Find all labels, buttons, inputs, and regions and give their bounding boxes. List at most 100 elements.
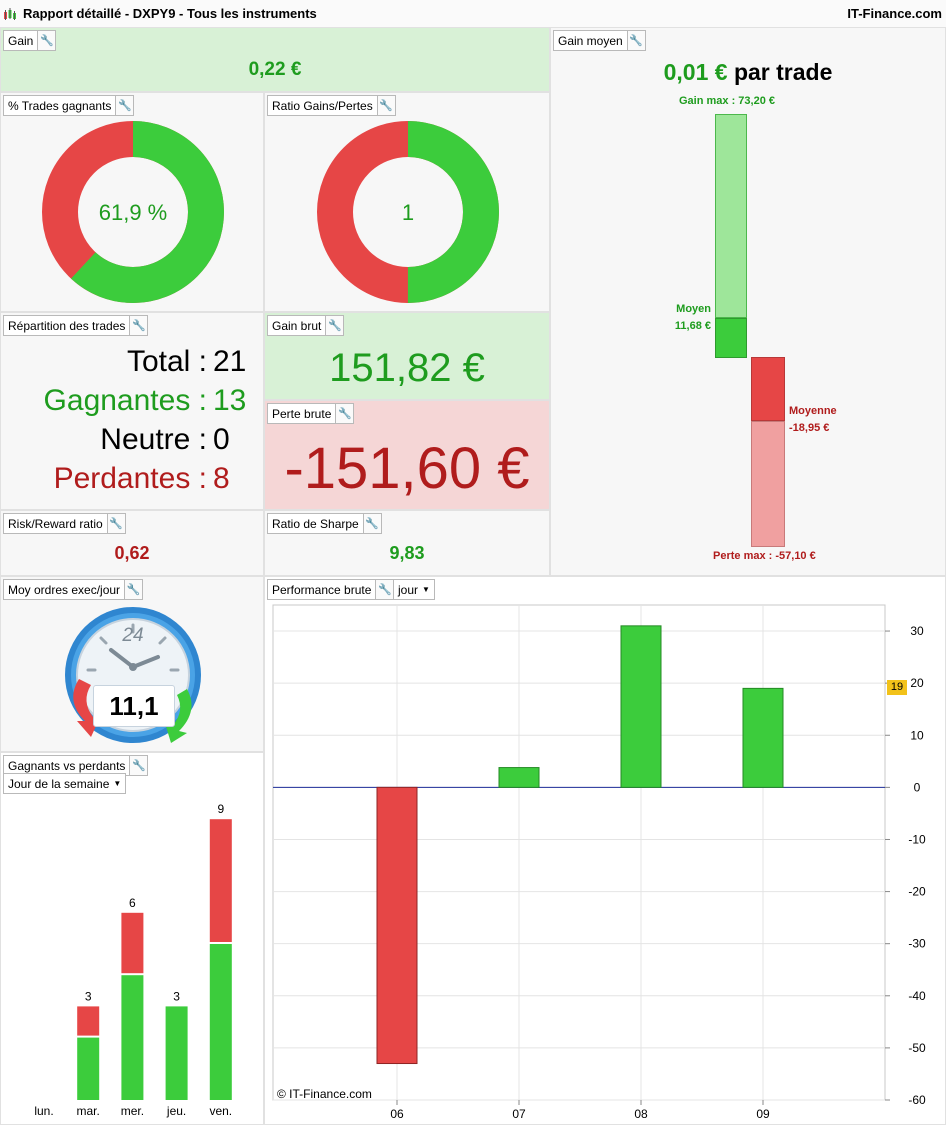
weekday-total-label: 3: [85, 989, 92, 1003]
gain-value: 0,22 €: [248, 59, 302, 80]
sharpe-panel: Ratio de Sharpe 🔧 9,83: [264, 510, 550, 576]
settings-wrench-icon[interactable]: 🔧: [325, 316, 344, 335]
gain-panel-header: Gain 🔧: [3, 30, 57, 51]
risk-reward-value: 0,62: [114, 543, 150, 563]
sharpe-value: 9,83: [389, 543, 425, 563]
gain-max-label: Gain max : 73,20 €: [679, 95, 775, 107]
weekday-filter-dropdown[interactable]: Jour de la semaine ▼: [3, 773, 127, 794]
gain-range-bar: [715, 114, 747, 318]
plot-area: [272, 604, 886, 1101]
settings-wrench-icon[interactable]: 🔧: [37, 31, 56, 50]
moy-ordres-panel-header: Moy ordres exec/jour 🔧: [3, 579, 144, 600]
settings-wrench-icon[interactable]: 🔧: [362, 514, 381, 533]
weekday-label: ven.: [209, 1104, 232, 1118]
clock-number: 24: [122, 625, 144, 646]
perdantes-label: Perdantes :: [53, 462, 207, 495]
y-tick-label: 20: [910, 676, 924, 690]
y-tick-label: -30: [908, 937, 926, 951]
neutre-label: Neutre :: [100, 423, 207, 456]
weekday-loss-bar: [77, 1006, 100, 1036]
moyenne-value: -18,95 €: [789, 422, 830, 434]
weekday-bar-chart: lun. 3 mar. 6 mer. 3 jeu. 9 ven.: [34, 802, 232, 1118]
x-tick-label: 09: [756, 1107, 770, 1121]
window-title: Rapport détaillé - DXPY9 - Tous les inst…: [23, 6, 317, 21]
trades-gagnants-donut: [42, 121, 224, 303]
settings-wrench-icon[interactable]: 🔧: [106, 514, 125, 533]
gain-brut-panel: Gain brut 🔧 151,82 €: [264, 312, 550, 400]
gain-brut-value: 151,82 €: [329, 346, 485, 390]
settings-wrench-icon[interactable]: 🔧: [335, 404, 354, 423]
settings-wrench-icon[interactable]: 🔧: [376, 96, 395, 115]
gain-moyen-panel-header: Gain moyen 🔧: [553, 30, 646, 51]
perte-brute-panel: Perte brute 🔧 -151,60 €: [264, 400, 550, 510]
perf-bar: [376, 786, 418, 1065]
gain-moyen-headline: 0,01 € par trade: [551, 59, 945, 86]
y-tick-label: -10: [908, 832, 926, 846]
brand-label: IT-Finance.com: [847, 6, 942, 21]
moy-ordres-panel: Moy ordres exec/jour 🔧 24 11,1: [0, 576, 264, 752]
y-tick-label: -40: [908, 989, 926, 1003]
weekday-win-bar: [77, 1037, 100, 1100]
settings-wrench-icon[interactable]: 🔧: [129, 756, 148, 775]
settings-wrench-icon[interactable]: 🔧: [375, 580, 394, 599]
settings-wrench-icon[interactable]: 🔧: [124, 580, 143, 599]
trades-gagnants-panel: % Trades gagnants 🔧 61,9 %: [0, 92, 264, 312]
weekday-loss-bar: [209, 819, 232, 942]
gagnantes-label: Gagnantes :: [43, 384, 207, 417]
x-tick-label: 06: [390, 1107, 404, 1121]
y-tick-label: -60: [908, 1093, 926, 1107]
weekday-win-bar: [165, 1006, 188, 1100]
perte-brute-panel-header: Perte brute 🔧: [267, 403, 355, 424]
settings-wrench-icon[interactable]: 🔧: [115, 96, 134, 115]
loss-range-bar: [751, 421, 785, 547]
performance-bar-chart: 30 20 10 0 -10 -20 -30 -40 -50 -60 06 07 08 09: [272, 604, 926, 1121]
ratio-gains-pertes-panel-header: Ratio Gains/Pertes 🔧: [267, 95, 396, 116]
sharpe-title: Ratio de Sharpe: [272, 516, 359, 531]
performance-panel-header: Performance brute 🔧: [267, 579, 395, 600]
gain-average-bar: [715, 318, 747, 358]
chevron-down-icon: ▼: [113, 779, 122, 788]
moy-ordres-value: 11,1: [93, 685, 175, 727]
period-dropdown[interactable]: jour ▼: [393, 579, 435, 600]
donut-win-arc: [42, 121, 224, 303]
perte-brute-title: Perte brute: [272, 406, 332, 421]
y-tick-label: 10: [910, 728, 924, 742]
trades-gagnants-panel-header: % Trades gagnants 🔧: [3, 95, 135, 116]
weekday-label: lun.: [34, 1104, 53, 1118]
gain-brut-panel-header: Gain brut 🔧: [267, 315, 345, 336]
moyenne-label: Moyenne: [789, 405, 837, 417]
total-value: 21: [213, 345, 247, 378]
weekday-win-bar: [209, 944, 232, 1100]
gagnants-vs-perdants-title: Gagnants vs perdants: [8, 758, 126, 773]
weekday-loss-bar: [121, 912, 144, 974]
perf-bar: [498, 767, 540, 788]
risk-reward-title: Risk/Reward ratio: [8, 516, 103, 531]
gain-moyen-suffix: par trade: [727, 59, 833, 85]
moyen-value: 11,68 €: [674, 320, 711, 332]
ratio-gains-pertes-title: Ratio Gains/Pertes: [272, 98, 373, 113]
weekday-win-bar: [121, 975, 144, 1100]
weekday-total-label: 6: [129, 896, 136, 910]
gain-brut-title: Gain brut: [272, 318, 322, 333]
ratio-gains-pertes-donut: [317, 121, 499, 303]
repartition-panel: Répartition des trades 🔧 Total : 21 Gagn…: [0, 312, 264, 510]
settings-wrench-icon[interactable]: 🔧: [626, 31, 645, 50]
y-tick-label: 0: [914, 780, 921, 794]
moy-ordres-title: Moy ordres exec/jour: [8, 582, 121, 597]
chevron-down-icon: ▼: [422, 585, 430, 594]
gain-moyen-panel: Gain moyen 🔧 0,01 € par trade Gain max :…: [550, 27, 946, 576]
gain-moyen-title: Gain moyen: [558, 33, 623, 48]
performance-title: Performance brute: [272, 582, 372, 597]
y-tick-label: 30: [910, 624, 924, 638]
repartition-title: Répartition des trades: [8, 318, 126, 333]
y-tick-label: -20: [908, 885, 926, 899]
x-tick-label: 07: [512, 1107, 526, 1121]
settings-wrench-icon[interactable]: 🔧: [129, 316, 148, 335]
total-label: Total :: [126, 345, 207, 378]
perdantes-value: 8: [213, 462, 230, 495]
perte-max-label: Perte max : -57,10 €: [713, 550, 816, 562]
gagnants-vs-perdants-panel-header: Gagnants vs perdants 🔧: [3, 755, 149, 776]
window-titlebar: Rapport détaillé - DXPY9 - Tous les inst…: [0, 0, 946, 28]
weekday-label: jeu.: [166, 1104, 186, 1118]
performance-panel: Performance brute 🔧 jour ▼ 30 20 10 0 -10 -20…: [264, 576, 946, 1125]
